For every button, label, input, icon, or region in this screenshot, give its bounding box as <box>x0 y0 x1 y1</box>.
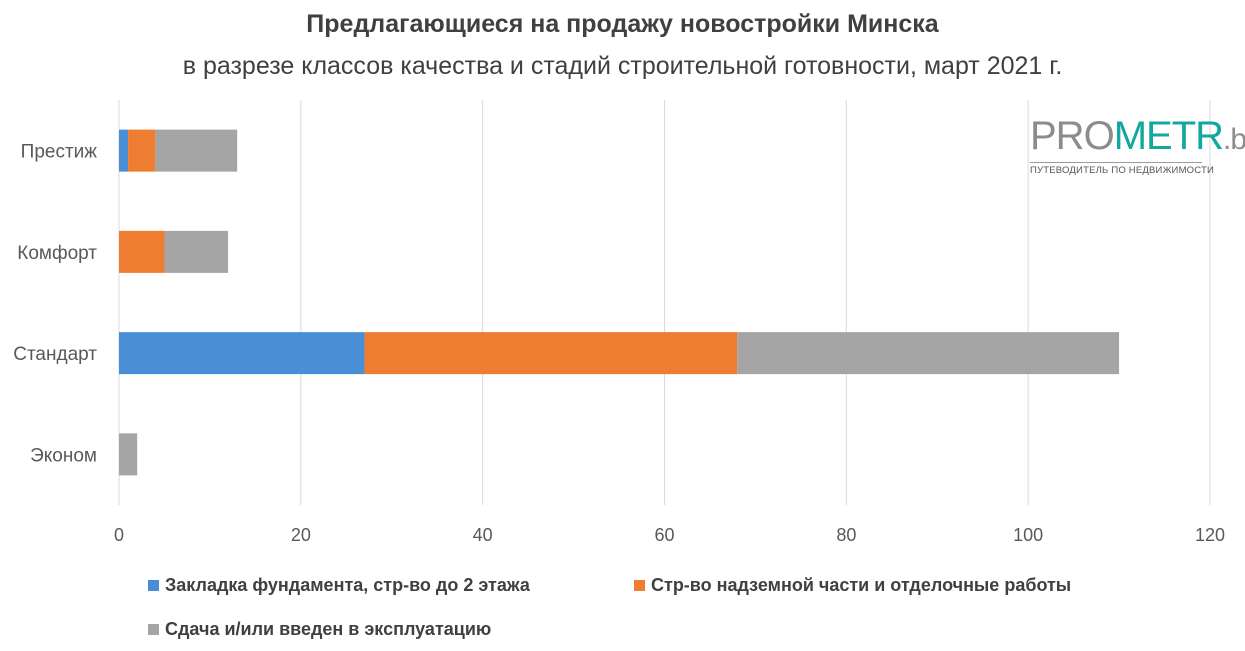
legend-item-construction: Стр-во надземной части и отделочные рабо… <box>634 575 1071 596</box>
prometr-logo: PROMETR.by ПУТЕВОДИТЕЛЬ ПО НЕДВИЖИМОСТИ <box>1030 114 1245 176</box>
x-tick-label-120: 120 <box>1195 525 1225 545</box>
y-category-label-3: Эконом <box>30 445 97 466</box>
chart-subtitle: в разрезе классов качества и стадий стро… <box>182 52 1063 80</box>
legend-label-construction: Стр-во надземной части и отделочные рабо… <box>651 575 1072 595</box>
bar-1-series-1 <box>119 230 165 273</box>
legend-item-foundation: Закладка фундамента, стр-во до 2 этажа <box>148 575 530 596</box>
x-tick-label-0: 0 <box>114 525 124 545</box>
x-tick-label-100: 100 <box>1013 525 1043 545</box>
legend-swatch-commissioned <box>148 624 159 635</box>
bar-2-series-0 <box>119 332 365 375</box>
chart-title: Предлагающиеся на продажу новостройки Ми… <box>306 10 939 38</box>
bar-1-series-2 <box>164 230 229 273</box>
y-category-label-1: Комфорт <box>17 243 97 264</box>
y-category-label-2: Стандарт <box>13 344 97 365</box>
logo-divider <box>1030 162 1202 163</box>
logo-by: .by <box>1223 123 1245 156</box>
bar-0-series-0 <box>119 129 129 172</box>
x-tick-label-60: 60 <box>654 525 674 545</box>
x-tick-label-40: 40 <box>473 525 493 545</box>
logo-tagline: ПУТЕВОДИТЕЛЬ ПО НЕДВИЖИМОСТИ <box>1030 165 1215 176</box>
legend-label-commissioned: Сдача и/или введен в эксплуатацию <box>165 619 492 639</box>
legend-label-foundation: Закладка фундамента, стр-во до 2 этажа <box>165 575 530 595</box>
x-tick-label-20: 20 <box>291 525 311 545</box>
logo-metr: METR <box>1113 114 1224 158</box>
logo-pro: PRO <box>1030 114 1115 158</box>
bar-2-series-1 <box>364 332 738 375</box>
bar-3-series-2 <box>119 433 138 476</box>
legend-item-commissioned: Сдача и/или введен в эксплуатацию <box>148 619 491 640</box>
bar-0-series-1 <box>128 129 156 172</box>
legend-swatch-foundation <box>148 580 159 591</box>
legend-swatch-construction <box>634 580 645 591</box>
y-category-label-0: Престиж <box>21 142 98 163</box>
x-tick-label-80: 80 <box>836 525 856 545</box>
bar-2-series-2 <box>737 332 1120 375</box>
bar-0-series-2 <box>155 129 238 172</box>
